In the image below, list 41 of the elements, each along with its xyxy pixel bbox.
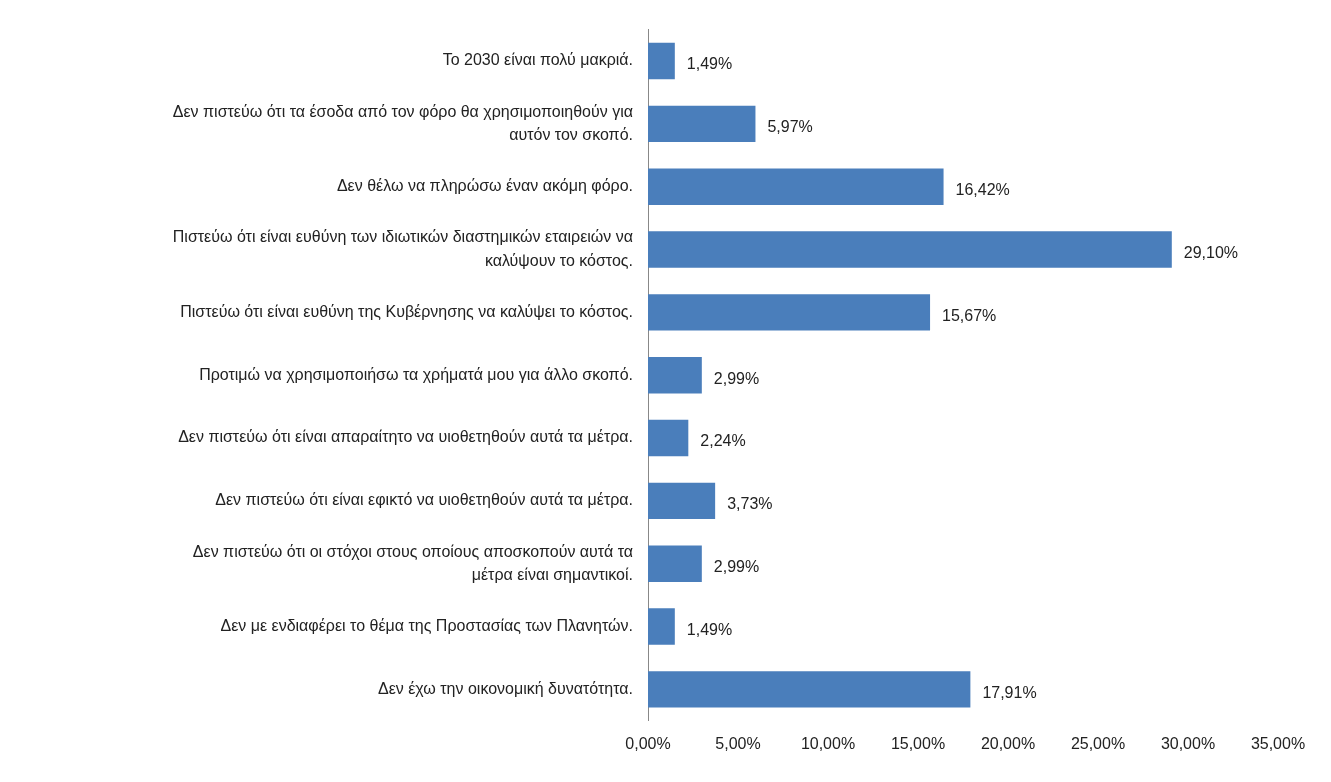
y-tick-label: Το 2030 είναι πολύ μακριά. <box>442 51 633 69</box>
bar <box>648 545 702 582</box>
data-label: 1,49% <box>686 620 733 638</box>
bar <box>648 105 756 143</box>
bar <box>648 168 944 205</box>
x-tick-label: 25,00% <box>1070 734 1126 752</box>
y-tick-label: Δεν πιστεύω ότι είναι απαραίτητο να υιοθετηθούν αυτά τα μέτρα. <box>178 428 633 446</box>
x-tick-label: 20,00% <box>980 734 1036 752</box>
x-tick-label: 35,00% <box>1250 734 1306 752</box>
data-label: 16,42% <box>955 181 1010 199</box>
x-tick-label: 15,00% <box>890 734 946 752</box>
y-tick-label: Πιστεύω ότι είναι ευθύνη της Κυβέρνησης να καλύψει το κόστος. <box>180 302 633 320</box>
y-tick-label: Πιστεύω ότι είναι ευθύνη των ιδιωτικών διαστημικών εταιρειών να καλύψουν το κόστος. <box>172 228 633 269</box>
bar <box>648 231 1172 268</box>
data-label: 3,73% <box>727 495 773 513</box>
data-label: 15,67% <box>942 306 997 324</box>
y-tick-label: Δεν πιστεύω ότι οι στόχοι στους οποίους αποσκοπούν αυτά τα μέτρα είναι σημαντικοί. <box>192 542 633 583</box>
data-label: 2,24% <box>700 432 746 450</box>
y-tick-label: Προτιμώ να χρησιμοποιήσω τα χρήματά μου για άλλο σκοπό. <box>199 365 633 383</box>
bar <box>648 482 716 520</box>
x-tick-label: 10,00% <box>800 734 856 752</box>
bar <box>648 356 702 394</box>
bar <box>648 608 675 645</box>
bar <box>648 419 689 457</box>
data-label: 17,91% <box>982 683 1037 701</box>
bar <box>648 294 931 331</box>
data-label: 2,99% <box>713 558 760 576</box>
bar <box>648 671 971 708</box>
data-label: 1,49% <box>686 55 733 73</box>
x-tick-label: 0,00% <box>625 734 671 752</box>
y-tick-label: Δεν έχω την οικονομική δυνατότητα. <box>377 679 633 697</box>
x-tick-label: 30,00% <box>1160 734 1216 752</box>
data-label: 2,99% <box>713 369 760 387</box>
y-tick-label: Δεν με ενδιαφέρει το θέμα της Προστασίας των Πλανητών. <box>220 616 633 634</box>
y-tick-label: Δεν πιστεύω ότι τα έσοδα από τον φόρο θα χρησιμοποιηθούν για αυτόν τον σκοπό. <box>172 102 633 143</box>
y-tick-label: Δεν θέλω να πληρώσω έναν ακόμη φόρο. <box>336 177 633 195</box>
bar <box>648 42 675 80</box>
x-tick-label: 5,00% <box>715 734 761 752</box>
data-label: 5,97% <box>767 118 813 136</box>
data-label: 29,10% <box>1183 243 1239 261</box>
y-tick-label: Δεν πιστεύω ότι είναι εφικτό να υιοθετηθούν αυτά τα μέτρα. <box>215 491 633 509</box>
